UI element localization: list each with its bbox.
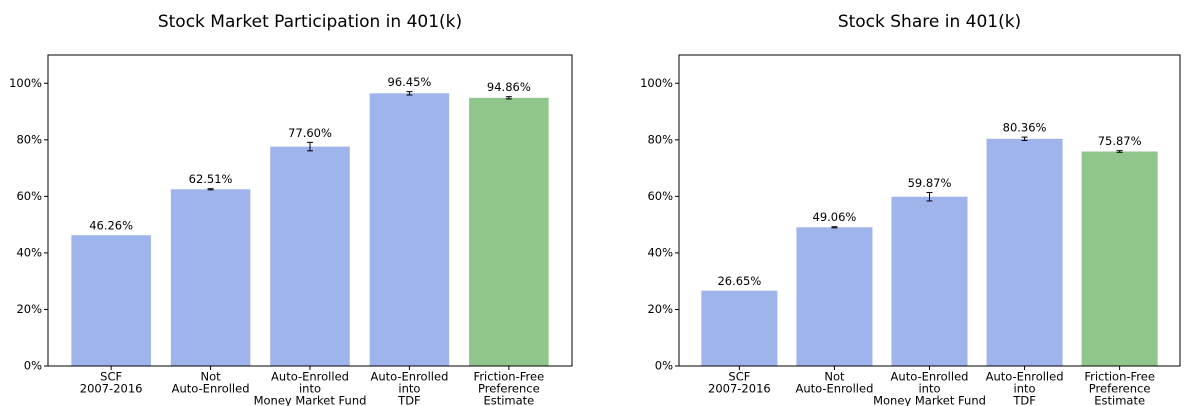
error-bar [831, 226, 838, 229]
y-tick-label: 40% [647, 245, 673, 259]
axes-frame [678, 54, 1181, 367]
chart-title: Stock Share in 401(k) [838, 12, 1021, 32]
x-tick-label: into [398, 382, 420, 396]
x-tick-label: Auto-Enrolled [795, 382, 873, 396]
error-bar [406, 91, 413, 96]
value-label: 49.06% [813, 210, 857, 224]
x-tick-label: Auto-Enrolled [986, 370, 1064, 384]
y-tick-label: 80% [16, 132, 42, 146]
x-tick-label: Auto-Enrolled [370, 370, 448, 384]
value-label: 62.51% [189, 172, 233, 186]
bar [170, 189, 251, 366]
y-tick-label: 20% [16, 302, 42, 316]
x-tick-label: Preference [1089, 382, 1151, 396]
x-tick-label: 2007-2016 [80, 382, 143, 396]
y-tick-label: 100% [9, 76, 42, 90]
error-bar [207, 188, 214, 191]
bar [369, 93, 450, 367]
x-tick-label: Friction-Free [1084, 370, 1155, 384]
error-bar [1021, 136, 1028, 141]
value-label: 75.87% [1098, 134, 1142, 148]
value-label: 94.86% [487, 80, 531, 94]
x-tick-label: Money Market Fund [873, 394, 986, 406]
x-tick-label: Auto-Enrolled [172, 382, 250, 396]
y-tick-label: 20% [647, 302, 673, 316]
x-tick-label: into [1014, 382, 1036, 396]
x-tick-label: into [299, 382, 321, 396]
y-tick-label: 100% [640, 76, 673, 90]
x-tick-label: Friction-Free [474, 370, 545, 384]
x-tick-label: Preference [478, 382, 540, 396]
y-tick-label: 40% [16, 245, 42, 259]
y-tick-label: 60% [647, 189, 673, 203]
error-bar [307, 141, 313, 152]
bar [796, 227, 873, 366]
x-tick-label: Estimate [483, 394, 534, 406]
y-tick-label: 0% [655, 359, 673, 373]
bar [469, 97, 549, 367]
bar [71, 235, 151, 366]
bar [891, 196, 968, 366]
x-tick-label: Auto-Enrolled [891, 370, 969, 384]
x-tick-label: Not [824, 370, 845, 384]
x-tick-label: 2007-2016 [708, 382, 771, 396]
x-tick-label: Not [200, 370, 221, 384]
y-tick-label: 0% [24, 359, 42, 373]
bar [701, 290, 778, 366]
value-label: 46.26% [89, 219, 133, 233]
error-bar [1116, 150, 1123, 153]
x-tick-label: TDF [1012, 394, 1036, 406]
bar [1081, 151, 1158, 366]
x-tick-label: Money Market Fund [254, 394, 367, 406]
bar [986, 138, 1063, 366]
x-tick-label: SCF [100, 370, 122, 384]
value-label: 59.87% [908, 176, 952, 190]
value-label: 80.36% [1003, 121, 1047, 135]
value-label: 77.60% [288, 126, 332, 140]
y-tick-label: 60% [16, 189, 42, 203]
x-tick-label: into [918, 382, 940, 396]
value-label: 26.65% [717, 274, 761, 288]
value-label: 96.45% [388, 75, 432, 89]
x-tick-label: SCF [728, 370, 750, 384]
x-tick-label: Estimate [1094, 394, 1145, 406]
axes-frame [47, 54, 573, 367]
y-tick-label: 80% [647, 132, 673, 146]
bar [270, 146, 350, 366]
error-bar [505, 96, 512, 100]
error-bar [926, 191, 933, 202]
chart-title: Stock Market Participation in 401(k) [158, 12, 462, 32]
x-tick-label: Auto-Enrolled [271, 370, 349, 384]
x-tick-label: TDF [397, 394, 421, 406]
